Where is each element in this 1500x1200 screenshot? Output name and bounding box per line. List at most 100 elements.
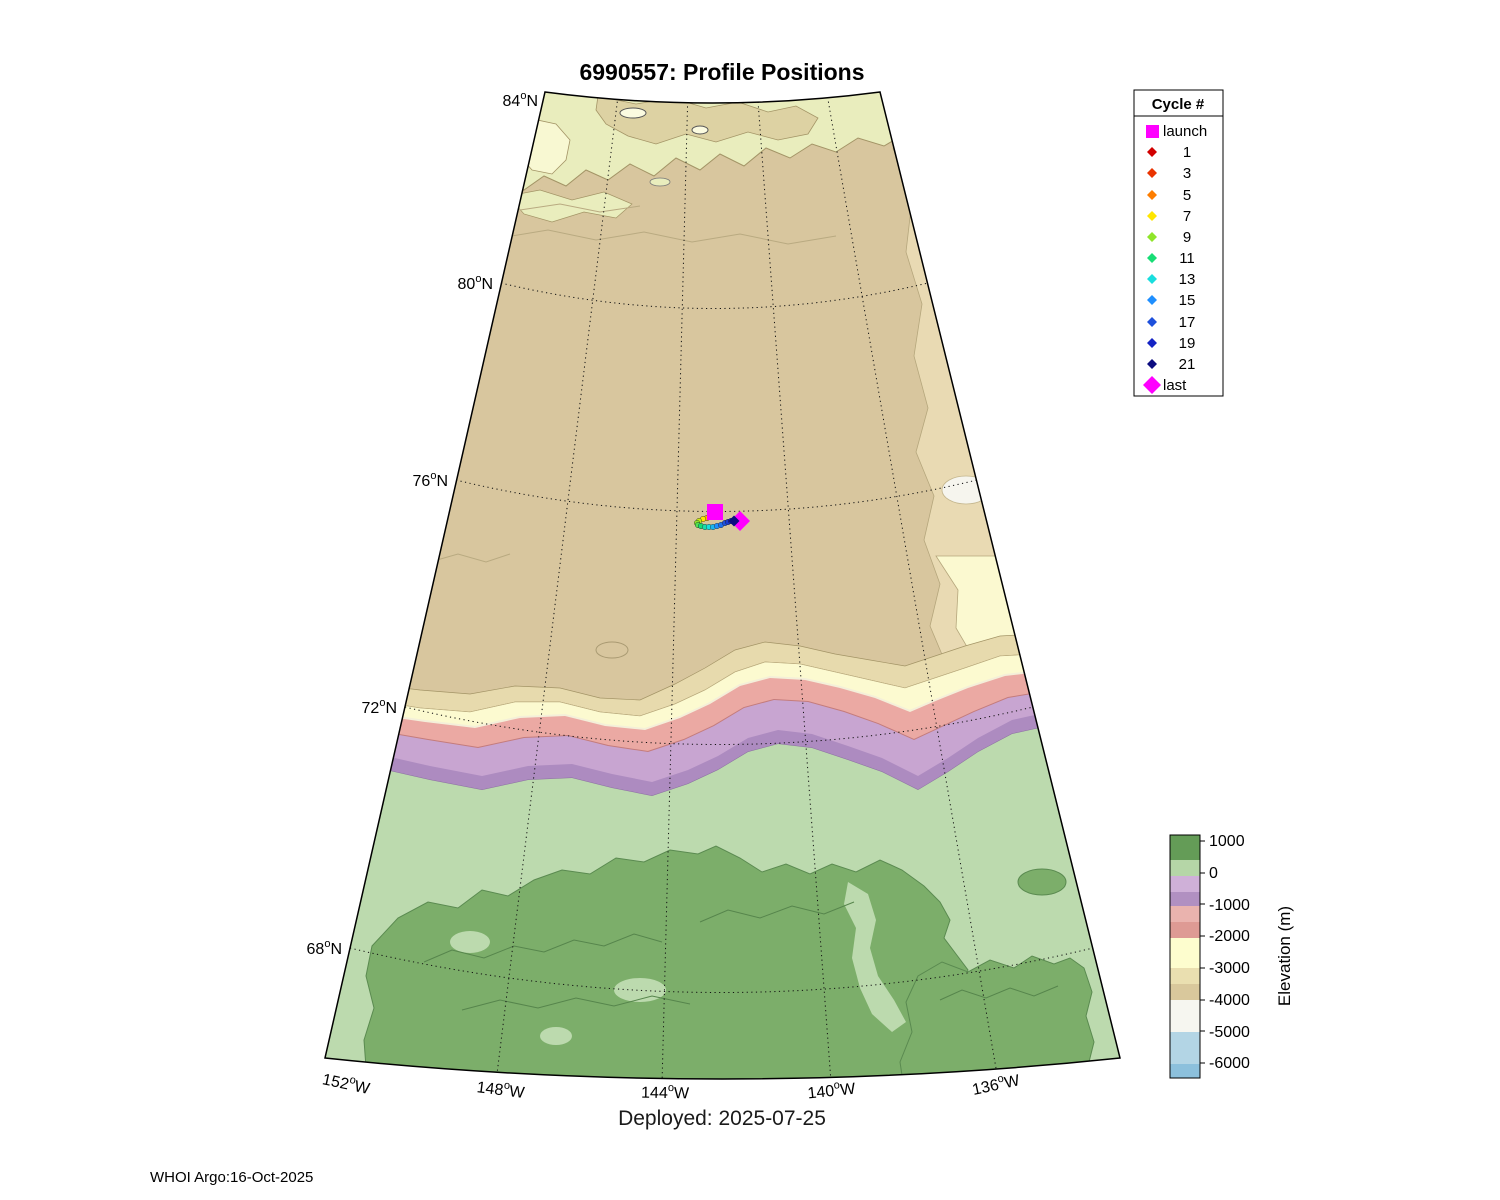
colorbar-tick-label: -5000 — [1209, 1024, 1250, 1041]
island-contour — [649, 177, 671, 187]
elevation-band-salmon — [370, 672, 1120, 754]
colorbar-segment — [1170, 1000, 1200, 1032]
lat-label-68N: 68oN — [307, 938, 342, 958]
legend-entry-label: 5 — [1183, 187, 1191, 204]
colorbar-tick-label: 0 — [1209, 865, 1218, 882]
depth-contour — [429, 553, 511, 563]
lowland-hole — [540, 1027, 572, 1045]
colorbar-axis-label: Elevation (m) — [1275, 906, 1294, 1006]
legend-entry-label: 17 — [1179, 314, 1196, 331]
cycle-swatch — [1147, 147, 1157, 157]
colorbar-segment — [1170, 968, 1200, 984]
legend-entry-label: last — [1163, 377, 1187, 394]
legend-entry-label: 11 — [1179, 250, 1195, 267]
cycle-swatch — [1147, 295, 1157, 305]
lowland-hole — [450, 931, 490, 953]
cycle-swatch — [1147, 274, 1157, 284]
highland-contour — [461, 995, 691, 1011]
elevation-band-dark-purple — [368, 712, 1120, 796]
highland-blob — [1017, 868, 1067, 896]
colorbar-segment — [1170, 906, 1200, 922]
colorbar-segment — [1170, 892, 1200, 906]
cycle-swatch — [1147, 211, 1157, 221]
colorbar-segments — [1170, 835, 1200, 1078]
meridian-136W — [825, 92, 998, 1075]
colorbar: 1000 0 -1000 -2000 -3000 -4000 -5000 -60… — [1169, 833, 1294, 1079]
legend-entry-label: launch — [1163, 123, 1207, 140]
lat-label-76N: 76oN — [413, 470, 448, 490]
lat-label-84N: 84oN — [503, 90, 538, 110]
parallel-72N — [404, 706, 1034, 745]
lat-labels: 84oN 80oN 76oN 72oN 68oN — [307, 90, 538, 958]
legend-entry: 5 — [1147, 187, 1191, 204]
launch-marker — [707, 504, 723, 520]
highland-contour — [939, 985, 1059, 1001]
highland-contour — [423, 933, 663, 963]
colorbar-tick-label: -4000 — [1209, 992, 1250, 1009]
highland-contour — [699, 901, 855, 923]
colorbar-segment — [1170, 1064, 1200, 1078]
lowland-channel — [844, 882, 906, 1032]
island-contour — [619, 107, 647, 119]
depth-contour — [519, 203, 641, 213]
colorbar-segment — [1170, 922, 1200, 938]
legend-entry: 9 — [1147, 229, 1191, 246]
legend-entry: launch — [1146, 123, 1207, 140]
colorbar-tick-label: -1000 — [1209, 897, 1250, 914]
last-swatch — [1143, 376, 1161, 394]
watermark: WHOI Argo:16-Oct-2025 — [150, 1169, 313, 1186]
legend-entry: 3 — [1147, 165, 1191, 182]
lon-labels: 152oW 148oW 144oW 140oW 136oW — [321, 1068, 1022, 1102]
cycle-swatch — [1147, 190, 1157, 200]
cycle-swatch — [1147, 338, 1157, 348]
legend-entry-label: 19 — [1179, 335, 1196, 352]
cycle-swatch — [1147, 317, 1157, 327]
lon-label-140W: 140oW — [806, 1077, 857, 1102]
legend-entry-label: 13 — [1179, 271, 1196, 288]
lon-label-148W: 148oW — [476, 1076, 527, 1102]
legend-entry-label: 7 — [1183, 208, 1191, 225]
legend-entry-label: 3 — [1183, 165, 1191, 182]
map-terrain — [325, 92, 1120, 1079]
last-position-marker — [730, 511, 750, 531]
legend-entry: 1 — [1147, 144, 1191, 161]
meridian-140W — [756, 92, 832, 1079]
cycle-swatch — [1147, 253, 1157, 263]
colorbar-segment — [1170, 876, 1200, 892]
elevation-band-light-tan — [892, 147, 1120, 701]
colorbar-tick-label: -3000 — [1209, 960, 1250, 977]
lowland-hole — [614, 978, 666, 1002]
legend-entry-label: 1 — [1183, 144, 1191, 161]
cycle-swatch — [1147, 168, 1157, 178]
legend-entry: 17 — [1147, 314, 1195, 331]
legend-box — [1133, 89, 1224, 397]
cycle-21-marker — [728, 515, 740, 527]
page-title: 6990557: Profile Positions — [579, 59, 864, 85]
colorbar-ticks — [1200, 840, 1205, 1064]
lat-label-72N: 72oN — [362, 697, 397, 717]
map-border — [324, 91, 1121, 1080]
colorbar-segment — [1170, 835, 1200, 860]
deployed-date: Deployed: 2025-07-25 — [618, 1107, 826, 1130]
colorbar-segment — [1170, 860, 1200, 876]
legend-entry: 7 — [1147, 208, 1191, 225]
legend-entry: 11 — [1147, 250, 1195, 267]
depth-contour — [499, 229, 837, 245]
launch-swatch — [1146, 125, 1159, 138]
legend-entry: 19 — [1147, 335, 1195, 352]
legend-entry-label: 15 — [1179, 292, 1196, 309]
lon-label-152W: 152oW — [321, 1068, 373, 1098]
lat-label-80N: 80oN — [458, 273, 493, 293]
elevation-patch-white — [941, 475, 991, 505]
float-track — [694, 504, 750, 531]
island-contour — [691, 125, 709, 135]
colorbar-tick-label: 1000 — [1209, 833, 1245, 850]
legend-entry-label: 21 — [1179, 356, 1196, 373]
colorbar-tick-label: -6000 — [1209, 1055, 1250, 1072]
legend-entry: 21 — [1147, 356, 1195, 373]
legend-entry-label: 9 — [1183, 229, 1191, 246]
colorbar-tick-label: -2000 — [1209, 928, 1250, 945]
legend-title: Cycle # — [1152, 96, 1205, 113]
legend-entry: last — [1143, 376, 1187, 394]
